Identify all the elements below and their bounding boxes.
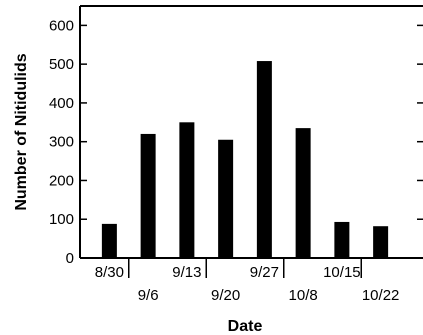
x-tick-label: 8/30 [95,264,124,281]
y-tick-label: 500 [49,56,74,73]
y-tick-label: 300 [49,134,74,151]
x-tick-label: 9/20 [211,287,240,304]
y-tick-label: 0 [66,250,74,267]
bar [373,226,389,258]
bars [101,61,389,258]
bar [256,61,272,258]
y-tick-label: 100 [49,211,74,228]
x-tick-label: 10/15 [323,264,361,281]
plot-frame [79,5,423,259]
x-tick-label: 10/8 [289,287,318,304]
x-tick-label: 9/13 [172,264,201,281]
bar [334,221,350,258]
x-axis-title: Date [228,318,263,335]
bar [140,133,156,258]
y-tick-label: 600 [49,17,74,34]
x-tick-label: 10/22 [362,287,400,304]
bar [295,128,311,258]
y-tick-label: 200 [49,172,74,189]
bar [101,223,117,258]
y-axis-title: Number of Nitidulids [13,53,30,210]
bar [179,122,195,258]
y-tick-label: 400 [49,95,74,112]
bar [218,139,234,258]
x-tick-label: 9/27 [250,264,279,281]
x-tick-label: 9/6 [138,287,159,304]
y-axis: 0 100 200 300 400 500 600 [49,17,423,267]
